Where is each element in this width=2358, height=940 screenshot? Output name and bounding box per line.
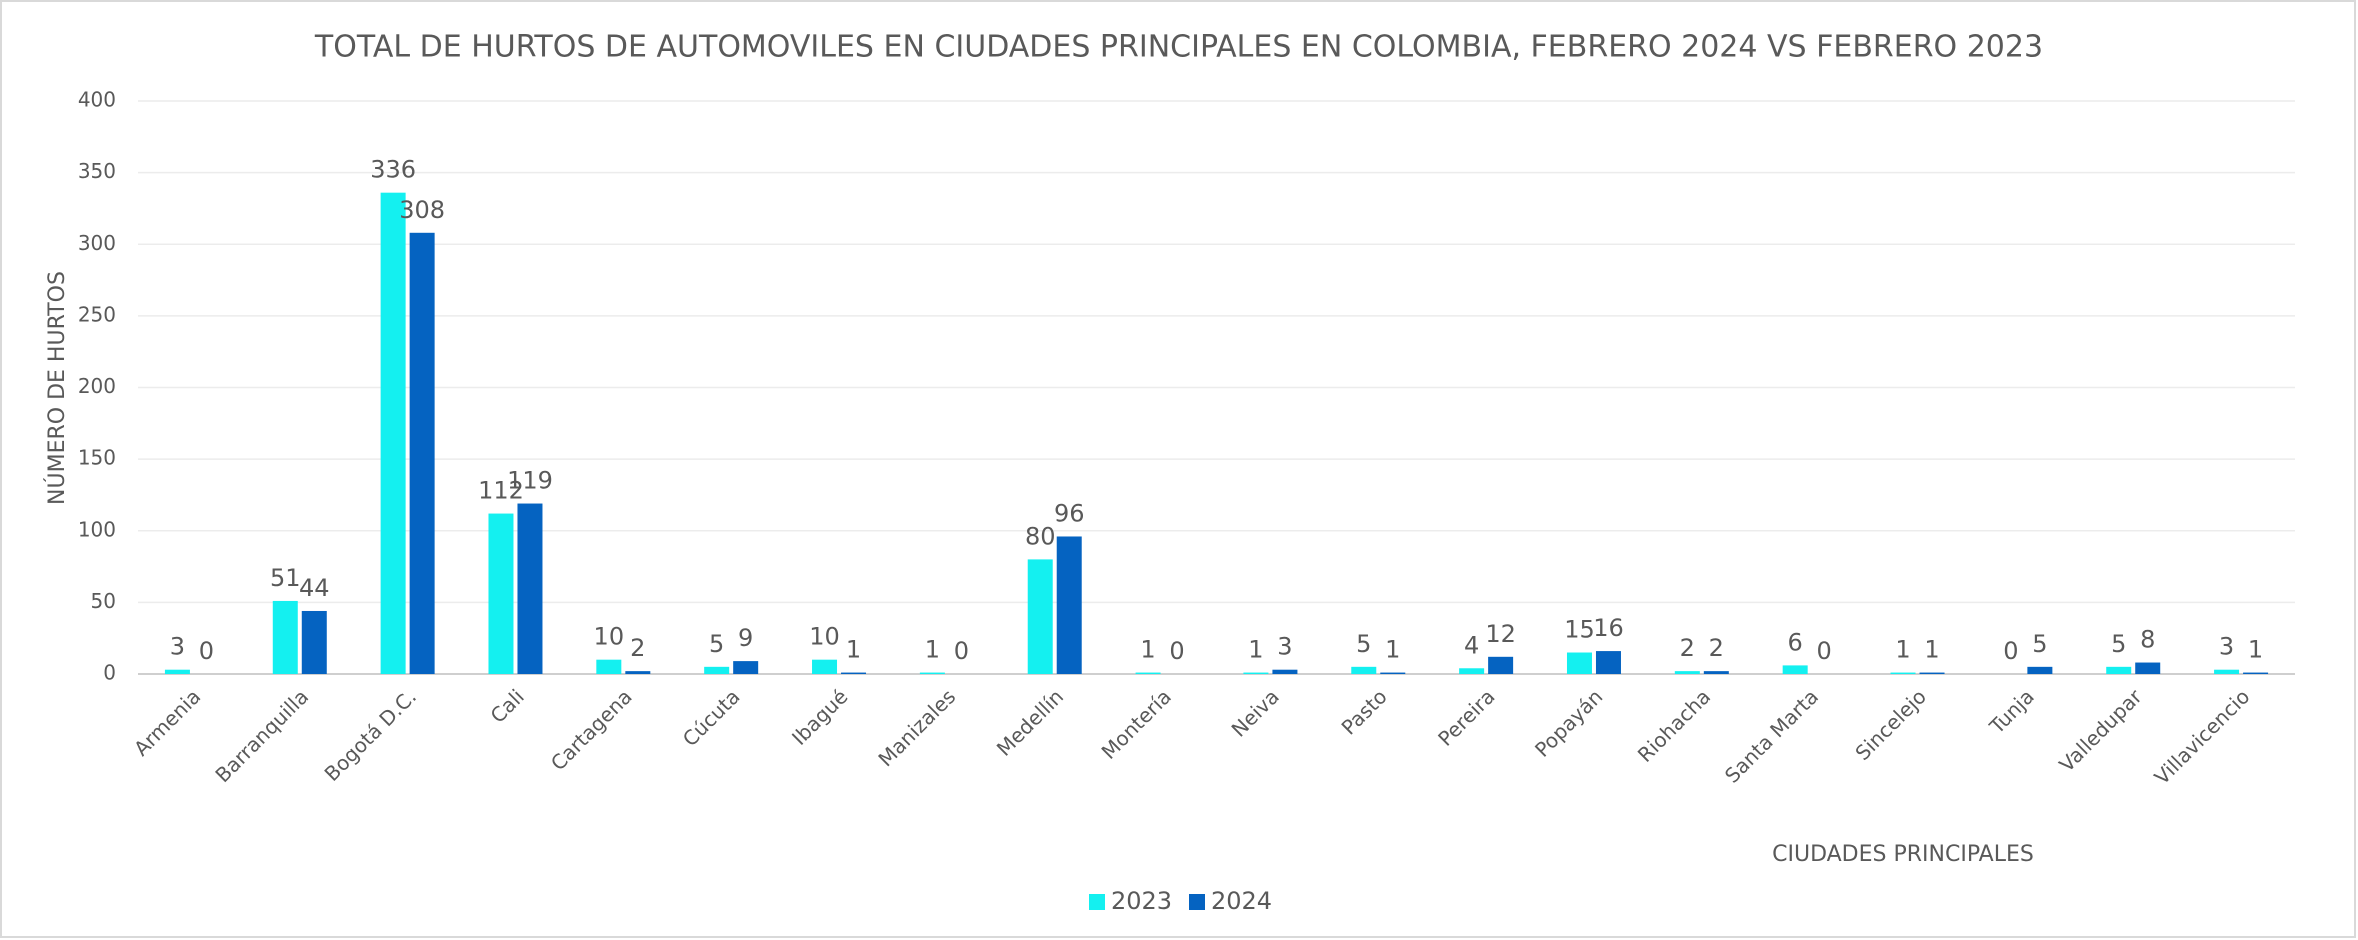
data-label: 336 (370, 156, 416, 184)
bar (1919, 672, 1945, 674)
data-label: 2 (1709, 634, 1724, 662)
bar (1488, 656, 1514, 674)
y-tick-label: 300 (78, 231, 116, 255)
bar (1135, 672, 1161, 674)
data-label: 51 (270, 564, 301, 592)
y-axis-title: NÚMERO DE HURTOS (44, 271, 70, 505)
data-label: 3 (1277, 633, 1292, 661)
y-tick-label: 400 (78, 88, 116, 112)
data-label: 0 (2003, 637, 2018, 665)
bar (2243, 672, 2269, 674)
bar (596, 659, 622, 674)
data-label: 0 (1169, 637, 1184, 665)
legend-swatch (1189, 894, 1205, 910)
legend-label: 2024 (1211, 887, 1272, 915)
bar (919, 672, 945, 674)
data-label: 10 (809, 623, 840, 651)
y-tick-label: 100 (78, 517, 116, 541)
data-label: 10 (594, 623, 625, 651)
bar (625, 671, 651, 674)
bar (517, 503, 543, 674)
bar (1595, 651, 1621, 674)
data-label: 1 (1248, 636, 1263, 664)
bar (812, 659, 838, 674)
data-label: 9 (738, 624, 753, 652)
y-tick-label: 0 (103, 661, 116, 685)
data-label: 15 (1564, 616, 1595, 644)
bar (1272, 669, 1298, 674)
data-label: 4 (1464, 631, 1479, 659)
data-label: 0 (199, 637, 214, 665)
bar (733, 661, 759, 674)
bar (841, 672, 867, 674)
data-label: 308 (399, 196, 445, 224)
data-label: 6 (1788, 628, 1803, 656)
bar (2106, 666, 2132, 674)
data-label: 2 (630, 634, 645, 662)
bar (1351, 666, 1377, 674)
data-label: 0 (1817, 637, 1832, 665)
legend-swatch (1089, 894, 1105, 910)
data-label: 1 (1140, 636, 1155, 664)
bar (301, 610, 327, 674)
bar (2214, 669, 2240, 674)
data-label: 1 (925, 636, 940, 664)
bar (488, 513, 514, 674)
y-tick-label: 150 (78, 446, 116, 470)
data-label: 5 (2111, 630, 2126, 658)
data-label: 3 (2219, 633, 2234, 661)
data-label: 1 (2248, 636, 2263, 664)
y-tick-label: 200 (78, 374, 116, 398)
y-tick-label: 250 (78, 302, 116, 326)
data-label: 12 (1485, 620, 1516, 648)
data-label: 80 (1025, 522, 1056, 550)
bar (409, 232, 435, 675)
bar (1027, 559, 1053, 674)
bar (1782, 665, 1808, 674)
bar (1380, 672, 1406, 674)
y-tick-label: 350 (78, 159, 116, 183)
data-label: 1 (846, 636, 861, 664)
data-label: 5 (709, 630, 724, 658)
bar (2135, 662, 2161, 674)
data-label: 16 (1593, 614, 1624, 642)
data-label: 1 (1895, 636, 1910, 664)
bar (1703, 671, 1729, 674)
data-label: 0 (954, 637, 969, 665)
bar (704, 666, 730, 674)
x-axis-title: CIUDADES PRINCIPALES (1772, 842, 2034, 867)
bar (1566, 652, 1592, 674)
data-label: 5 (1356, 630, 1371, 658)
bar (1056, 536, 1082, 674)
data-label: 8 (2140, 626, 2155, 654)
bar (1890, 672, 1916, 674)
data-label: 112 (478, 477, 524, 505)
bar (272, 600, 298, 674)
data-label: 3 (170, 633, 185, 661)
bar (2027, 666, 2053, 674)
data-label: 96 (1054, 499, 1085, 527)
data-label: 2 (1680, 634, 1695, 662)
data-label: 1 (1924, 636, 1939, 664)
bar (1243, 672, 1269, 674)
data-label: 1 (1385, 636, 1400, 664)
chart-title: TOTAL DE HURTOS DE AUTOMOVILES EN CIUDAD… (314, 30, 2043, 65)
bar (1674, 671, 1700, 674)
data-label: 44 (299, 574, 330, 602)
y-tick-label: 50 (91, 589, 116, 613)
legend-label: 2023 (1111, 887, 1172, 915)
bar (380, 192, 406, 674)
bar (1459, 668, 1485, 674)
data-label: 119 (507, 467, 553, 495)
bar (164, 669, 190, 674)
data-label: 5 (2032, 630, 2047, 658)
